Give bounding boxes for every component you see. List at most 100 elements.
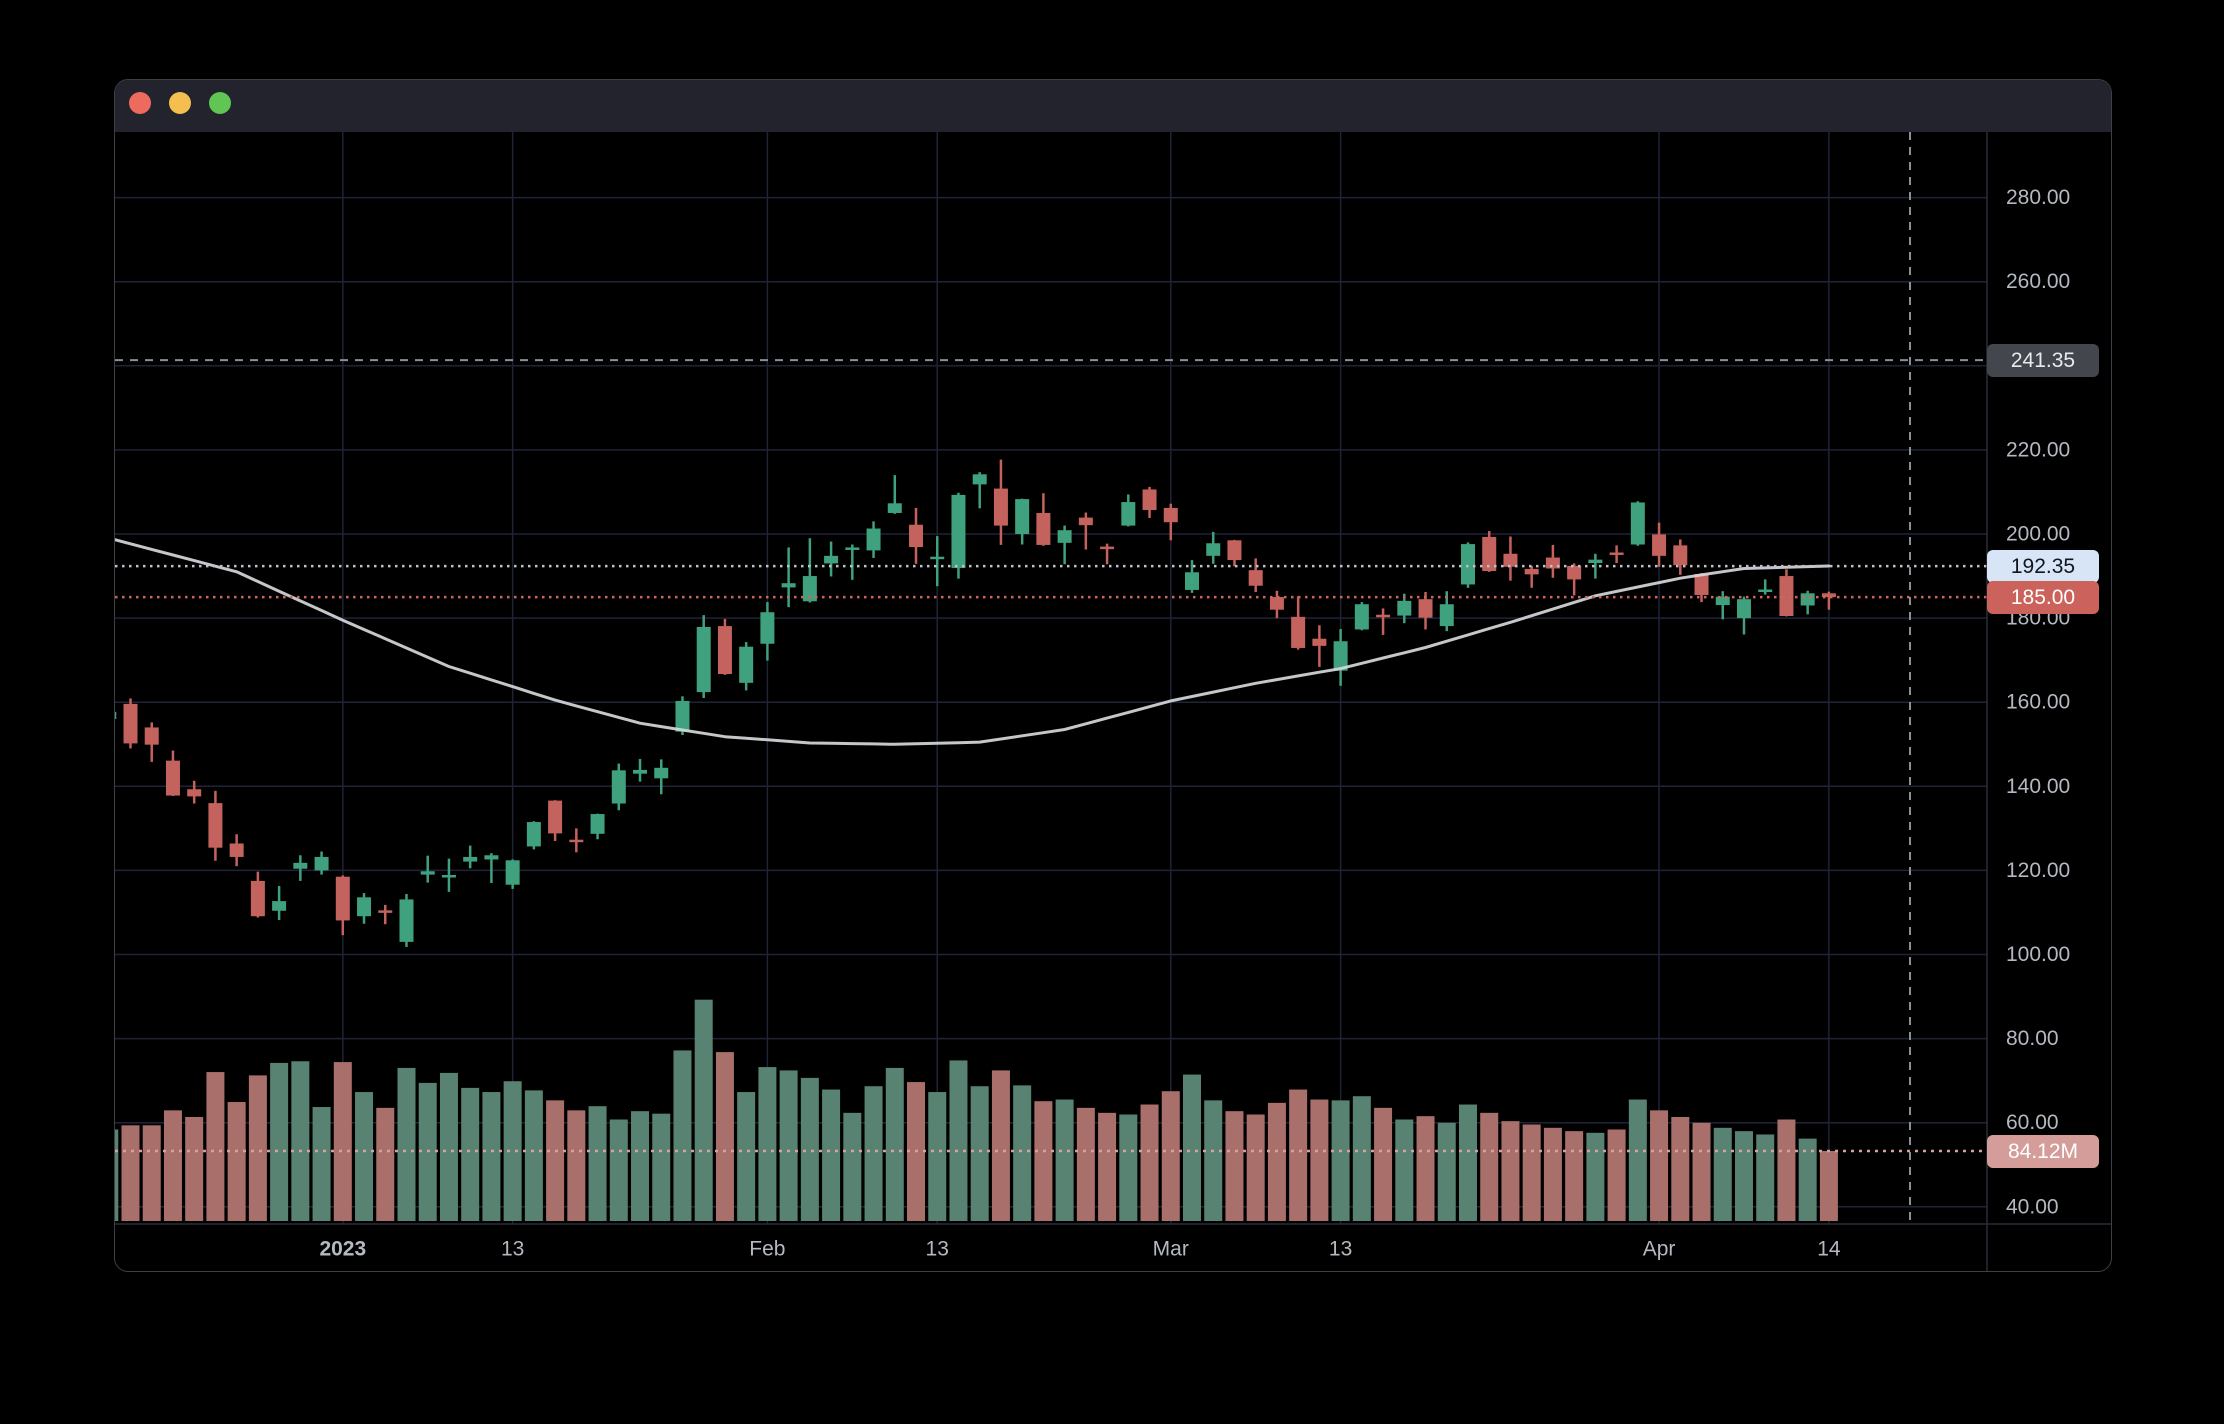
candle-body xyxy=(696,626,711,693)
volume-bar xyxy=(503,1081,522,1221)
last-price-label: 185.00 xyxy=(1987,581,2099,614)
volume-bar xyxy=(1543,1127,1562,1221)
volume-bar xyxy=(397,1067,416,1221)
price-tick-label: 160.00 xyxy=(2006,691,2070,714)
candle-body xyxy=(441,875,456,878)
volume-bar xyxy=(1331,1100,1350,1221)
volume-bar xyxy=(524,1090,543,1221)
candle-body xyxy=(1821,593,1836,598)
volume-bar xyxy=(115,1129,119,1221)
candle-body xyxy=(993,488,1008,526)
volume-bar xyxy=(1650,1110,1669,1221)
candle-body xyxy=(272,901,287,911)
volume-bar xyxy=(822,1089,841,1221)
candle-body xyxy=(654,767,669,779)
chart-window: 280.00 260.00 220.00 200.00 180.00 160.00 140.… xyxy=(114,79,2112,1272)
volume-bar xyxy=(1713,1127,1732,1221)
volume-bar xyxy=(949,1060,968,1221)
candle-body xyxy=(972,474,987,485)
candle-body xyxy=(1185,572,1199,590)
ma-line xyxy=(115,538,1831,746)
volume-bar xyxy=(1183,1074,1201,1221)
volume-bar xyxy=(1289,1089,1308,1221)
candle-body xyxy=(1524,568,1539,575)
time-tick-label: Mar xyxy=(1153,1238,1189,1261)
volume-bar xyxy=(991,1070,1010,1221)
candle-body xyxy=(717,626,732,675)
candle-body xyxy=(526,822,541,847)
candle-body xyxy=(1545,557,1560,569)
price-tick-label: 60.00 xyxy=(2006,1111,2059,1134)
candle-body xyxy=(1078,517,1093,526)
candle-body xyxy=(1758,589,1773,593)
candle-body xyxy=(314,856,329,871)
candle-body xyxy=(951,494,966,569)
candle-body xyxy=(760,612,775,644)
volume-bar xyxy=(312,1107,331,1221)
candle-body xyxy=(144,727,159,745)
candle-body xyxy=(1673,545,1688,566)
volume-bar xyxy=(1777,1119,1796,1221)
volume-bar xyxy=(1267,1102,1286,1221)
candle-body xyxy=(675,700,690,732)
candle-body xyxy=(1800,593,1815,606)
time-tick-label: 13 xyxy=(926,1238,949,1261)
candle-body xyxy=(1057,530,1072,543)
window-titlebar[interactable] xyxy=(115,80,2111,132)
zoom-button[interactable] xyxy=(209,92,231,114)
price-tick-label: 100.00 xyxy=(2006,943,2070,966)
volume-bar xyxy=(1586,1132,1605,1221)
volume-bar xyxy=(1607,1129,1626,1221)
candle-body xyxy=(1354,604,1369,630)
volume-bar xyxy=(864,1086,883,1221)
volume-bar xyxy=(1671,1117,1690,1221)
price-tick-label: 140.00 xyxy=(2006,775,2070,798)
candle-body xyxy=(1588,559,1603,564)
volume-bar xyxy=(1756,1134,1775,1221)
candle-body xyxy=(1376,614,1391,618)
price-tick-label: 280.00 xyxy=(2006,186,2070,209)
candle-body xyxy=(1503,553,1518,567)
price-tick-label: 220.00 xyxy=(2006,438,2070,461)
volume-bar xyxy=(588,1106,607,1221)
candle-body xyxy=(1397,600,1412,616)
time-scale[interactable] xyxy=(115,1224,1987,1271)
volume-bar xyxy=(1204,1100,1223,1221)
candle-body xyxy=(1142,489,1157,511)
volume-bar xyxy=(1565,1131,1584,1221)
candle-body xyxy=(633,769,648,774)
candle-body xyxy=(293,862,308,869)
volume-bar xyxy=(142,1125,161,1221)
volume-bar xyxy=(163,1110,182,1221)
volume-bar xyxy=(843,1112,862,1221)
volume-bar xyxy=(631,1111,650,1221)
candle-body xyxy=(1248,570,1263,586)
volume-bar xyxy=(970,1086,989,1221)
price-tick-label: 200.00 xyxy=(2006,523,2070,546)
candle-body xyxy=(399,899,414,942)
price-tick-label: 120.00 xyxy=(2006,859,2070,882)
time-tick-label: 13 xyxy=(501,1238,524,1261)
volume-bar xyxy=(121,1125,140,1221)
candle-body xyxy=(590,814,605,834)
volume-bar xyxy=(482,1092,501,1221)
candle-body xyxy=(420,871,435,875)
volume-bar xyxy=(1692,1122,1711,1221)
volume-bar xyxy=(270,1062,289,1221)
price-scale[interactable] xyxy=(1987,132,2111,1173)
candle-body xyxy=(866,528,881,551)
price-tick-label: 80.00 xyxy=(2006,1027,2059,1050)
candle-body xyxy=(909,524,924,548)
close-button[interactable] xyxy=(129,92,151,114)
time-tick-label: 2023 xyxy=(319,1238,366,1261)
volume-bar xyxy=(1225,1111,1244,1221)
volume-bar xyxy=(1416,1116,1435,1221)
volume-bar xyxy=(291,1061,310,1221)
volume-bar xyxy=(758,1067,777,1221)
volume-bar xyxy=(1458,1104,1477,1221)
minimize-button[interactable] xyxy=(169,92,191,114)
price-tick-label: 40.00 xyxy=(2006,1195,2059,1218)
chart-canvas[interactable]: 280.00260.00220.00200.00180.00160.00140.… xyxy=(115,132,2112,1272)
volume-bar xyxy=(1628,1099,1647,1221)
candle-body xyxy=(1736,599,1751,619)
